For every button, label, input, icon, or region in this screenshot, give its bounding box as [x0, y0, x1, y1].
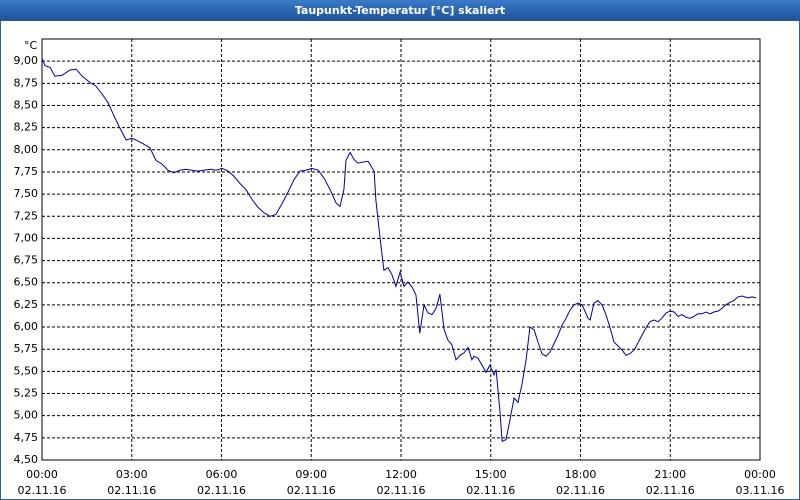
- x-tick-date: 02.11.16: [287, 484, 336, 497]
- x-tick-date: 02.11.16: [197, 484, 246, 497]
- y-tick-label: 4,75: [14, 431, 39, 444]
- x-tick-date: 02.11.16: [646, 484, 695, 497]
- x-tick-label: 00:00: [26, 468, 58, 481]
- chart-title: Taupunkt-Temperatur [°C] skaliert: [295, 4, 505, 17]
- y-tick-label: 8,25: [14, 121, 39, 134]
- x-tick-label: 06:00: [206, 468, 238, 481]
- y-tick-label: 4,50: [14, 453, 39, 466]
- y-tick-label: 7,75: [14, 165, 39, 178]
- x-tick-label: 00:00: [744, 468, 776, 481]
- x-tick-date: 03.11.16: [736, 484, 785, 497]
- y-tick-label: 7,50: [14, 187, 39, 200]
- y-tick-label: 5,75: [14, 342, 39, 355]
- y-tick-label: 7,25: [14, 209, 39, 222]
- data-line: [41, 58, 757, 443]
- x-tick-date: 02.11.16: [466, 484, 515, 497]
- y-tick-label: 5,50: [14, 364, 39, 377]
- x-tick-date: 02.11.16: [18, 484, 67, 497]
- y-tick-label: 5,25: [14, 387, 39, 400]
- y-tick-label: 6,75: [14, 254, 39, 267]
- x-tick-label: 03:00: [116, 468, 148, 481]
- y-tick-label: 8,00: [14, 143, 39, 156]
- x-tick-label: 21:00: [654, 468, 686, 481]
- y-tick-label: 5,00: [14, 409, 39, 422]
- y-tick-label: 6,25: [14, 298, 39, 311]
- x-tick-label: 12:00: [385, 468, 417, 481]
- y-tick-label: 7,00: [14, 231, 39, 244]
- y-tick-label: 9,00: [14, 54, 39, 67]
- y-tick-label: 6,50: [14, 276, 39, 289]
- x-tick-date: 02.11.16: [556, 484, 605, 497]
- x-tick-date: 02.11.16: [107, 484, 156, 497]
- plot-frame: [41, 38, 761, 461]
- y-tick-label: 6,00: [14, 320, 39, 333]
- x-tick-date: 02.11.16: [377, 484, 426, 497]
- y-unit: °C: [24, 39, 38, 52]
- x-tick-label: 15:00: [475, 468, 507, 481]
- x-tick-label: 09:00: [295, 468, 327, 481]
- title-bar: [0, 0, 800, 21]
- x-tick-label: 18:00: [565, 468, 597, 481]
- y-tick-label: 8,50: [14, 98, 39, 111]
- y-tick-label: 8,75: [14, 76, 39, 89]
